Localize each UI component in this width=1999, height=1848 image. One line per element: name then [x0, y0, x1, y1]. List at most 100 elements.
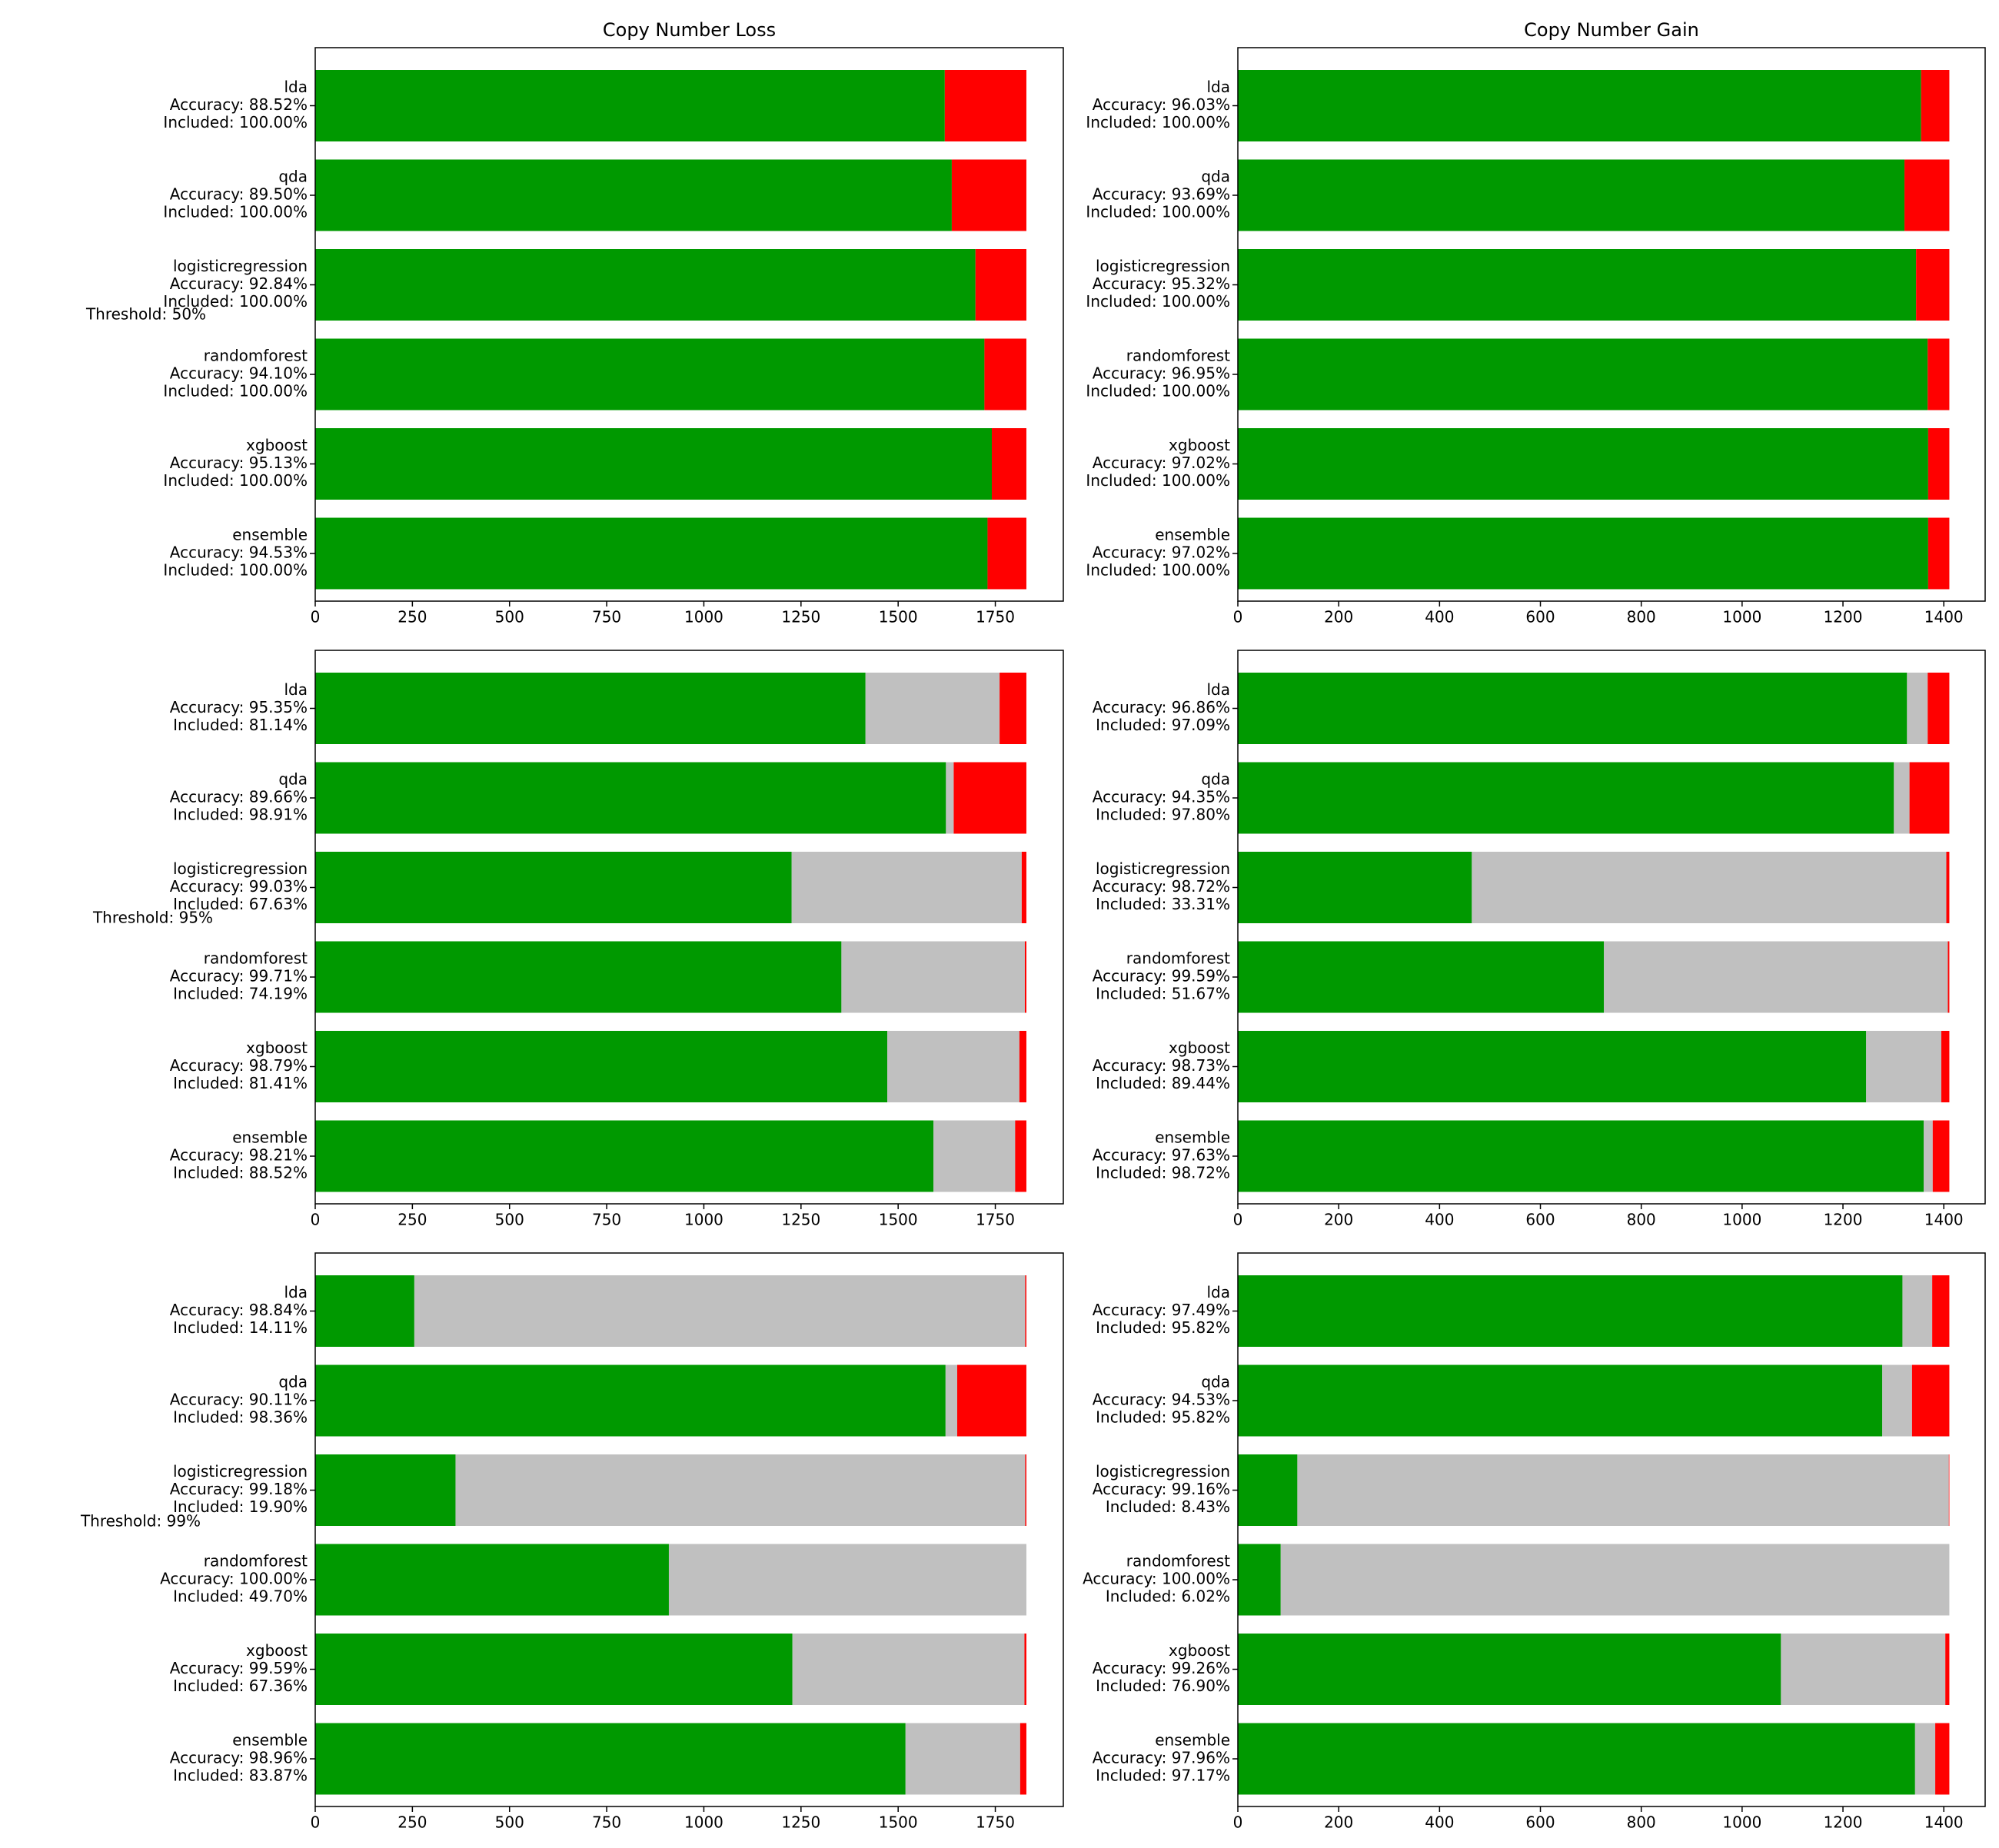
y-tick-label-accuracy: Accuracy: 94.53%: [1093, 1391, 1230, 1409]
bar-incorrect: [1932, 1120, 1950, 1192]
bar-correct: [1238, 1634, 1781, 1705]
bar-correct: [315, 1120, 934, 1192]
column-title: Copy Number Loss: [603, 19, 776, 41]
bar-correct: [1238, 941, 1605, 1013]
bar-correct: [1238, 70, 1921, 141]
y-tick-label-model: randomforest: [1126, 949, 1230, 968]
x-tick-label: 600: [1525, 1211, 1555, 1229]
bar-excluded: [946, 762, 954, 834]
x-tick-label: 750: [592, 608, 621, 627]
y-tick-label-model: randomforest: [1126, 347, 1230, 365]
bar-correct: [1238, 1723, 1915, 1795]
bar-incorrect: [1019, 1031, 1026, 1102]
bar-incorrect: [1000, 673, 1026, 744]
y-tick-label-included: Included: 74.19%: [173, 985, 308, 1003]
y-tick-label-included: Included: 100.00%: [163, 113, 308, 131]
bar-incorrect: [1927, 428, 1950, 500]
y-tick-label-model: qda: [278, 770, 308, 789]
x-tick-label: 750: [592, 1211, 621, 1229]
bar-correct: [315, 1364, 946, 1437]
bar-correct: [1238, 1031, 1867, 1102]
bar-incorrect: [1019, 1723, 1026, 1795]
bar-excluded: [1902, 1275, 1933, 1347]
x-tick-label: 200: [1324, 1813, 1353, 1832]
x-tick-label: 0: [311, 1813, 321, 1832]
y-tick-label-included: Included: 95.82%: [1096, 1318, 1230, 1337]
y-tick-label-included: Included: 98.36%: [173, 1408, 308, 1427]
x-tick-label: 1500: [879, 608, 918, 627]
y-tick-label-model: logisticregression: [1096, 257, 1230, 275]
bar-excluded: [1781, 1634, 1946, 1705]
bar-incorrect: [1015, 1120, 1026, 1192]
x-tick-label: 1750: [976, 1813, 1015, 1832]
y-tick-label-accuracy: Accuracy: 95.35%: [170, 698, 308, 716]
y-tick-label-model: qda: [1201, 168, 1230, 186]
bar-incorrect: [1024, 941, 1026, 1013]
y-tick-label-accuracy: Accuracy: 100.00%: [160, 1570, 308, 1588]
y-tick-label-model: ensemble: [1155, 1128, 1230, 1147]
y-tick-label-included: Included: 51.67%: [1096, 985, 1230, 1003]
axes-frame: [314, 47, 1064, 602]
bar-excluded: [1866, 1031, 1941, 1102]
bar-correct: [315, 70, 945, 141]
y-tick-label-accuracy: Accuracy: 98.73%: [1093, 1056, 1230, 1075]
y-tick-label-included: Included: 19.90%: [173, 1497, 308, 1516]
y-tick-label-model: randomforest: [204, 347, 308, 365]
y-tick-label-model: lda: [1206, 680, 1230, 699]
bar-correct: [315, 1544, 669, 1616]
y-tick-label-model: xgboost: [246, 1039, 308, 1057]
y-tick-label-accuracy: Accuracy: 99.26%: [1093, 1659, 1230, 1677]
y-tick-label-included: Included: 100.00%: [1086, 113, 1230, 131]
y-tick-label-accuracy: Accuracy: 96.95%: [1093, 364, 1230, 383]
bar-excluded: [1907, 673, 1928, 744]
y-tick-label-model: logisticregression: [173, 1462, 308, 1481]
x-tick-label: 1000: [684, 1813, 723, 1832]
bar-correct: [315, 159, 952, 231]
x-tick-label: 1750: [976, 608, 1015, 627]
y-tick-label-accuracy: Accuracy: 98.84%: [170, 1301, 308, 1319]
bar-incorrect: [1941, 1031, 1950, 1102]
y-tick-label-included: Included: 6.02%: [1106, 1587, 1230, 1606]
bar-correct: [1238, 1275, 1903, 1347]
bar-excluded: [1882, 1364, 1912, 1437]
bar-correct: [1238, 762, 1894, 834]
bar-incorrect: [1911, 1364, 1950, 1437]
y-tick-label-model: randomforest: [204, 949, 308, 968]
bar-incorrect: [1945, 1634, 1950, 1705]
y-tick-label-included: Included: 100.00%: [1086, 561, 1230, 580]
x-tick-label: 1500: [879, 1813, 918, 1832]
y-tick-label-included: Included: 98.72%: [1096, 1164, 1230, 1182]
bar-excluded: [1923, 1120, 1933, 1192]
y-tick-label-accuracy: Accuracy: 94.53%: [170, 543, 308, 562]
bar-excluded: [1894, 762, 1910, 834]
y-tick-label-accuracy: Accuracy: 98.79%: [170, 1056, 308, 1075]
bar-incorrect: [1021, 852, 1026, 923]
bar-incorrect: [1927, 517, 1950, 590]
bar-incorrect: [984, 338, 1026, 410]
column-title: Copy Number Gain: [1524, 19, 1699, 41]
x-tick-label: 200: [1324, 608, 1353, 627]
y-tick-label-model: randomforest: [204, 1552, 308, 1570]
x-tick-label: 1000: [684, 1211, 723, 1229]
bar-incorrect: [953, 762, 1026, 834]
x-tick-label: 1200: [1824, 1813, 1863, 1832]
y-tick-label-accuracy: Accuracy: 96.86%: [1093, 698, 1230, 716]
y-tick-label-included: Included: 67.63%: [173, 895, 308, 913]
bar-correct: [1238, 338, 1928, 410]
bar-correct: [1238, 428, 1928, 500]
x-tick-label: 800: [1627, 608, 1656, 627]
bar-incorrect: [1948, 1454, 1950, 1526]
row-label: Threshold: 95%: [92, 909, 213, 927]
bar-incorrect: [1927, 673, 1950, 744]
y-tick-label-included: Included: 97.80%: [1096, 806, 1230, 824]
bar-correct: [1238, 1454, 1298, 1526]
y-tick-label-included: Included: 81.14%: [173, 716, 308, 734]
x-tick-label: 0: [311, 608, 321, 627]
bar-correct: [315, 1031, 888, 1102]
y-tick-label-accuracy: Accuracy: 98.72%: [1093, 877, 1230, 896]
bar-incorrect: [1927, 338, 1950, 410]
bar-correct: [315, 941, 842, 1013]
x-tick-label: 400: [1425, 1211, 1454, 1229]
